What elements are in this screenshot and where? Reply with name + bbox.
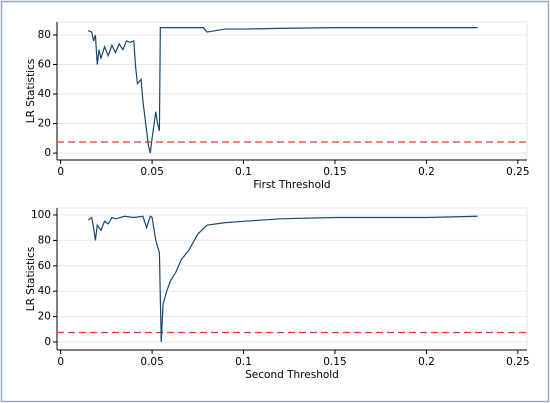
x-tick-label: 0 [57,356,64,368]
y-axis-title: LR Statistics [25,247,37,311]
x-tick-label: 0.15 [323,356,346,368]
y-tick-label: 80 [38,234,51,246]
plot-area [56,207,528,351]
plot-area [56,21,528,161]
data-line [87,27,478,154]
y-tick-label: 80 [38,29,51,41]
x-axis-title: Second Threshold [245,369,339,381]
x-tick-label: 0.25 [506,356,529,368]
data-line [87,215,478,343]
y-tick-label: 60 [38,260,51,272]
y-tick-label: 20 [38,118,51,130]
x-tick-label: 0.05 [140,356,163,368]
y-tick-label: 100 [31,209,51,221]
x-axis-title: First Threshold [253,179,330,191]
y-axis-title: LR Statistics [25,59,37,123]
x-tick-label: 0.2 [418,356,435,368]
y-tick-label: 0 [44,336,51,348]
y-tick-label: 40 [38,88,51,100]
x-tick-label: 0.2 [418,166,435,178]
x-tick-label: 0.15 [323,166,346,178]
x-tick-label: 0 [57,166,64,178]
x-tick-label: 0.25 [506,166,529,178]
y-tick-label: 20 [38,311,51,323]
x-tick-label: 0.1 [235,166,252,178]
y-tick-label: 0 [44,147,51,159]
x-tick-label: 0.1 [235,356,252,368]
x-tick-label: 0.05 [140,166,163,178]
y-tick-label: 40 [38,285,51,297]
y-tick-label: 60 [38,59,51,71]
